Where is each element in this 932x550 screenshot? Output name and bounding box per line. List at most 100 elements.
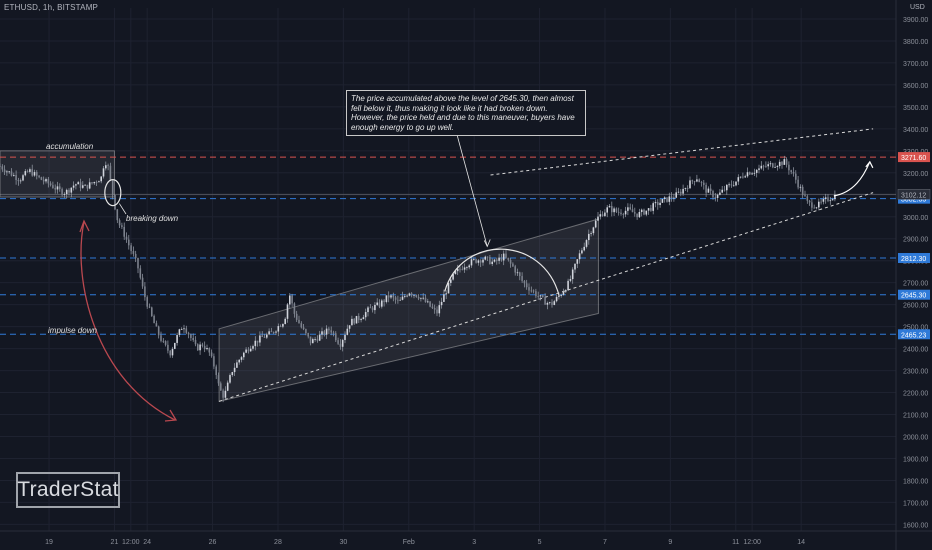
candle-up [627,207,629,211]
y-tick-label: 1900.00 [903,456,928,463]
candle-up [236,362,238,368]
candle-up [346,328,349,335]
candle-up [638,212,641,218]
candle-up [420,297,422,299]
candle-down [429,301,431,307]
candle-down [387,295,390,298]
candle-down [521,276,523,281]
candle-up [652,203,654,211]
candle-down [128,239,130,246]
candle-down [801,186,804,196]
candle-up [381,300,383,307]
candle-up [284,318,286,324]
candle-up [6,171,8,173]
candle-up [659,202,661,205]
candle-down [532,290,535,292]
candle-down [629,207,631,210]
candle-down [42,179,45,182]
y-tick-label: 1700.00 [903,500,928,507]
candle-down [148,306,151,308]
candle-up [408,293,411,296]
candle-down [10,171,13,176]
candle-up [645,210,648,215]
candle-up [473,259,475,260]
candle-up [560,294,562,296]
candle-up [282,323,284,327]
candle-down [31,169,33,176]
level-tag-label: 2812.30 [901,256,926,263]
projection-arrow [833,161,871,197]
candle-up [824,197,827,200]
level-tag-label: 3082.35 [901,197,926,204]
candle-up [88,182,91,189]
candle-down [213,356,215,367]
x-tick-label: 11 [732,539,739,546]
candle-up [574,263,576,270]
y-tick-label: 3400.00 [903,127,928,134]
analysis-note: The price accumulated above the level of… [346,90,586,136]
candle-up [516,272,519,274]
candle-up [716,194,719,198]
candle-up [732,185,735,187]
candle-up [753,172,756,174]
impulse-arrow-head-bottom [164,409,178,422]
candle-up [562,291,565,295]
candle-down [220,383,222,391]
candle-up [585,240,588,247]
candle-up [65,189,68,195]
candle-up [56,186,59,190]
level-tag-bg [898,329,930,340]
candle-up [19,180,22,182]
x-tick-label: 14 [797,539,805,546]
candle-down [394,297,397,300]
candle-up [105,165,107,169]
x-tick-label: 12:00 [743,539,761,546]
projection-arrow-head [865,160,874,169]
candle-down [307,333,309,337]
y-tick-label: 2600.00 [903,303,928,310]
candle-down [194,340,197,345]
candle-down [530,290,533,292]
symbol-title[interactable]: ETHUSD, 1h, BITSTAMP [4,3,99,12]
candle-down [700,182,703,183]
candle-up [767,164,769,167]
candle-down [730,184,733,186]
candle-down [59,186,61,190]
candle-up [468,265,470,268]
candle-down [116,209,119,221]
candle-up [351,318,353,326]
candle-down [190,334,192,338]
candle-down [295,313,298,320]
candle-down [68,189,70,193]
candle-down [542,295,544,298]
candle-up [592,227,595,234]
candle-down [617,211,620,213]
candle-down [144,286,146,298]
candle-up [668,196,671,202]
candle-down [378,302,381,307]
candle-down [155,323,158,327]
candle-up [404,296,406,297]
candle-up [818,201,820,208]
candle-down [431,306,434,309]
candle-down [256,340,259,343]
candle-up [815,207,818,209]
impulse-down-arrow [80,221,176,421]
candle-up [721,189,723,193]
candle-up [647,208,650,211]
candle-up [737,177,740,182]
candle-up [696,179,698,182]
candle-down [339,343,342,347]
candle-up [576,259,579,264]
traderstat-logo: TraderStat [16,472,120,508]
candle-up [735,181,737,186]
candle-down [54,188,56,190]
candle-down [397,299,399,301]
x-tick-label: 19 [45,539,53,546]
candle-down [650,208,652,211]
y-tick-label: 1600.00 [903,522,928,529]
candle-down [49,183,52,186]
candle-up [406,295,408,297]
candle-up [231,372,234,376]
